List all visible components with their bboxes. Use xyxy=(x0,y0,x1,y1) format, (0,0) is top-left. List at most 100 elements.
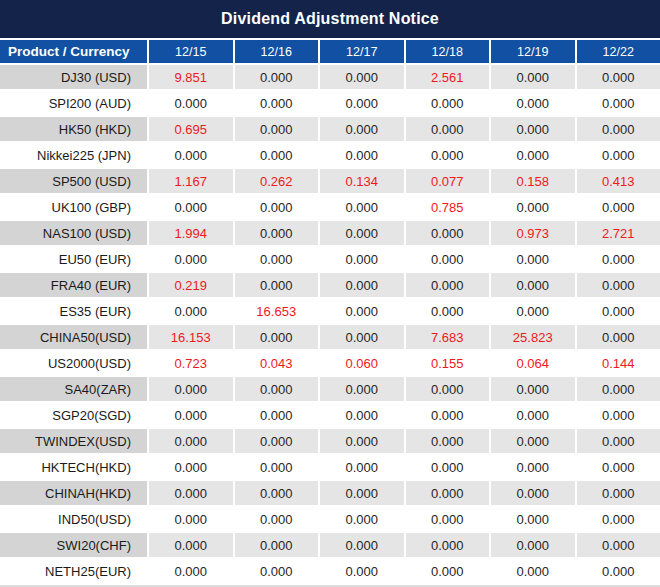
value-cell: 0.000 xyxy=(577,481,660,505)
value-cell: 0.000 xyxy=(149,507,233,531)
value-cell: 0.000 xyxy=(320,455,404,479)
value-cell: 0.000 xyxy=(406,299,490,323)
value-cell: 0.000 xyxy=(320,325,404,349)
value-cell: 0.000 xyxy=(149,299,233,323)
value-cell: 0.000 xyxy=(235,247,319,271)
product-cell: HKTECH(HKD) xyxy=(0,455,147,479)
value-cell: 0.000 xyxy=(235,559,319,583)
value-cell: 0.000 xyxy=(235,377,319,401)
table-header-row: Product / Currency 12/1512/1612/1712/181… xyxy=(0,40,660,63)
value-cell: 0.000 xyxy=(320,429,404,453)
column-header-date: 12/15 xyxy=(149,40,233,63)
value-cell: 0.000 xyxy=(491,559,575,583)
value-cell: 0.000 xyxy=(577,429,660,453)
value-cell: 0.000 xyxy=(406,559,490,583)
value-cell: 0.000 xyxy=(491,273,575,297)
product-cell: Nikkei225 (JPN) xyxy=(0,143,147,167)
value-cell: 0.000 xyxy=(320,65,404,89)
product-cell: DJ30 (USD) xyxy=(0,65,147,89)
value-cell: 0.000 xyxy=(577,533,660,557)
value-cell: 0.000 xyxy=(406,377,490,401)
value-cell: 0.134 xyxy=(320,169,404,193)
value-cell: 25.823 xyxy=(491,325,575,349)
product-cell: ES35 (EUR) xyxy=(0,299,147,323)
table-row: IND50(USD)0.0000.0000.0000.0000.0000.000 xyxy=(0,507,660,531)
value-cell: 0.000 xyxy=(577,143,660,167)
value-cell: 0.000 xyxy=(491,455,575,479)
value-cell: 0.000 xyxy=(406,143,490,167)
table-row: US2000(USD)0.7230.0430.0600.1550.0640.14… xyxy=(0,351,660,375)
value-cell: 0.000 xyxy=(149,143,233,167)
value-cell: 0.000 xyxy=(406,507,490,531)
value-cell: 0.000 xyxy=(491,481,575,505)
value-cell: 0.000 xyxy=(149,455,233,479)
product-cell: TWINDEX(USD) xyxy=(0,429,147,453)
value-cell: 0.000 xyxy=(320,195,404,219)
product-cell: US2000(USD) xyxy=(0,351,147,375)
value-cell: 0.000 xyxy=(235,325,319,349)
value-cell: 0.000 xyxy=(320,559,404,583)
column-header-date: 12/19 xyxy=(491,40,575,63)
value-cell: 16.153 xyxy=(149,325,233,349)
value-cell: 0.000 xyxy=(491,377,575,401)
table-row: NETH25(EUR)0.0000.0000.0000.0000.0000.00… xyxy=(0,559,660,583)
product-cell: SA40(ZAR) xyxy=(0,377,147,401)
value-cell: 0.785 xyxy=(406,195,490,219)
value-cell: 0.000 xyxy=(235,195,319,219)
table-row: SGP20(SGD)0.0000.0000.0000.0000.0000.000 xyxy=(0,403,660,427)
value-cell: 0.000 xyxy=(577,507,660,531)
column-header-date: 12/22 xyxy=(577,40,660,63)
value-cell: 0.000 xyxy=(320,143,404,167)
value-cell: 0.000 xyxy=(149,481,233,505)
value-cell: 0.000 xyxy=(577,559,660,583)
product-cell: IND50(USD) xyxy=(0,507,147,531)
product-cell: CHINAH(HKD) xyxy=(0,481,147,505)
value-cell: 0.000 xyxy=(149,559,233,583)
value-cell: 0.000 xyxy=(406,455,490,479)
table-row: CHINAH(HKD)0.0000.0000.0000.0000.0000.00… xyxy=(0,481,660,505)
value-cell: 0.000 xyxy=(406,481,490,505)
value-cell: 0.000 xyxy=(577,325,660,349)
value-cell: 0.144 xyxy=(577,351,660,375)
value-cell: 0.000 xyxy=(577,273,660,297)
value-cell: 0.000 xyxy=(320,117,404,141)
value-cell: 0.060 xyxy=(320,351,404,375)
column-header-date: 12/16 xyxy=(235,40,319,63)
value-cell: 0.219 xyxy=(149,273,233,297)
title-bar: Dividend Adjustment Notice xyxy=(0,0,660,38)
value-cell: 0.000 xyxy=(235,65,319,89)
product-cell: SP500 (USD) xyxy=(0,169,147,193)
product-cell: SWI20(CHF) xyxy=(0,533,147,557)
product-cell: NAS100 (USD) xyxy=(0,221,147,245)
value-cell: 0.000 xyxy=(235,273,319,297)
value-cell: 1.167 xyxy=(149,169,233,193)
value-cell: 0.000 xyxy=(320,247,404,271)
value-cell: 0.000 xyxy=(577,403,660,427)
product-cell: HK50 (HKD) xyxy=(0,117,147,141)
value-cell: 0.000 xyxy=(577,65,660,89)
value-cell: 0.000 xyxy=(149,377,233,401)
value-cell: 0.000 xyxy=(235,91,319,115)
value-cell: 16.653 xyxy=(235,299,319,323)
value-cell: 0.000 xyxy=(491,65,575,89)
product-cell: FRA40 (EUR) xyxy=(0,273,147,297)
value-cell: 0.000 xyxy=(235,403,319,427)
value-cell: 0.000 xyxy=(235,429,319,453)
value-cell: 0.000 xyxy=(320,377,404,401)
value-cell: 9.851 xyxy=(149,65,233,89)
table-row: SWI20(CHF)0.0000.0000.0000.0000.0000.000 xyxy=(0,533,660,557)
value-cell: 0.000 xyxy=(577,247,660,271)
value-cell: 0.155 xyxy=(406,351,490,375)
value-cell: 0.000 xyxy=(320,91,404,115)
value-cell: 0.000 xyxy=(149,247,233,271)
table-body: DJ30 (USD)9.8510.0000.0002.5610.0000.000… xyxy=(0,65,660,583)
table-row: EU50 (EUR)0.0000.0000.0000.0000.0000.000 xyxy=(0,247,660,271)
value-cell: 0.000 xyxy=(320,221,404,245)
value-cell: 0.000 xyxy=(577,117,660,141)
column-header-date: 12/18 xyxy=(406,40,490,63)
value-cell: 0.000 xyxy=(577,91,660,115)
value-cell: 0.000 xyxy=(320,403,404,427)
value-cell: 0.000 xyxy=(149,91,233,115)
value-cell: 0.413 xyxy=(577,169,660,193)
value-cell: 0.000 xyxy=(406,273,490,297)
